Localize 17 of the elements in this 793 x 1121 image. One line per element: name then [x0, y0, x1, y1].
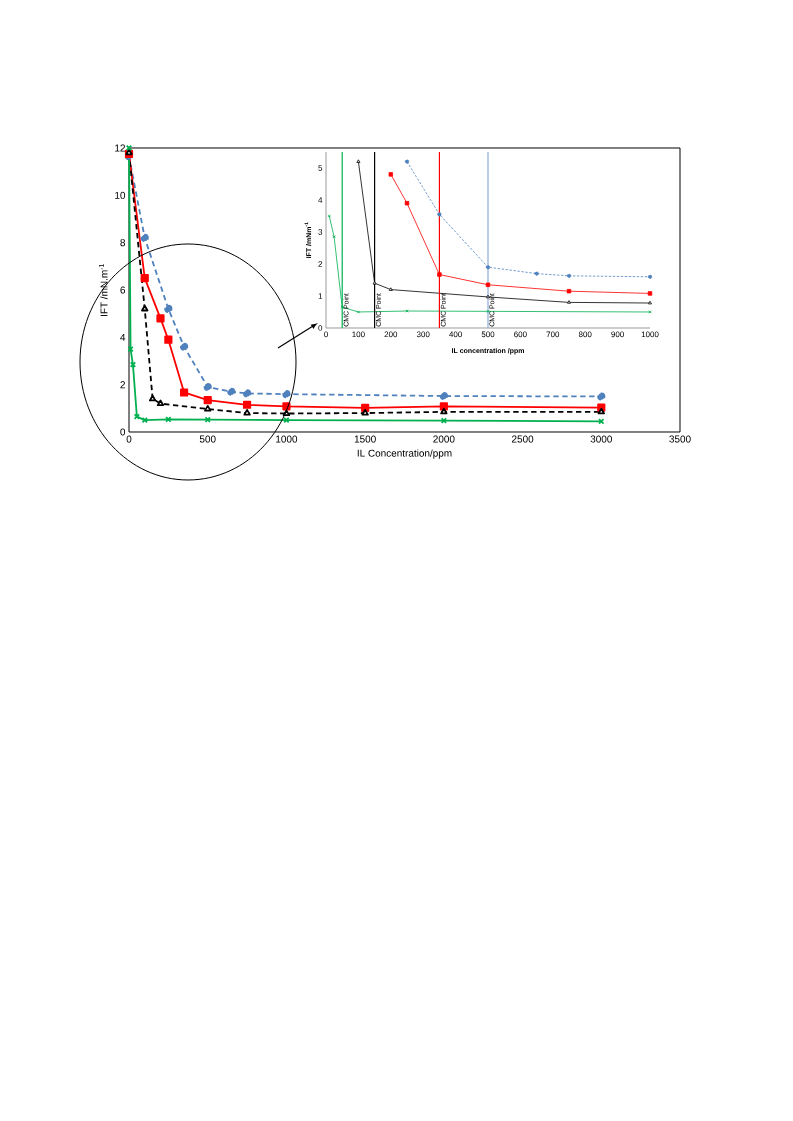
x-tick-label: 1500: [354, 435, 376, 443]
x-tick-label: 3500: [669, 435, 691, 443]
y-tick-label: 2: [120, 381, 125, 389]
y-tick-label: 10: [115, 191, 126, 199]
y-tick-label: 6: [120, 286, 126, 294]
y-axis-title: IFT /mN.m$^{-1}$: [99, 263, 108, 316]
y-tick-label: 8: [120, 239, 126, 247]
x-tick-label: 0: [126, 435, 132, 443]
x-tick-label: 1000: [276, 435, 298, 443]
y-tick-label: 4: [120, 333, 126, 341]
x-tick-label: 3000: [590, 435, 612, 443]
y-tick-label: 12: [115, 144, 125, 152]
x-tick-label: 2000: [433, 435, 455, 443]
y-tick-label: 0: [120, 428, 126, 436]
x-tick-label: 500: [199, 435, 216, 443]
x-axis-title: IL Concentration/ppm: [357, 449, 452, 459]
x-tick-label: 2500: [512, 435, 534, 443]
